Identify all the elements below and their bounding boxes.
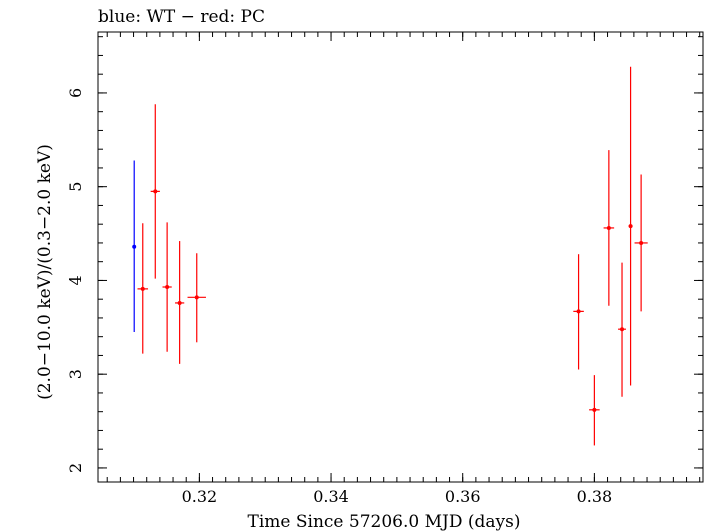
data-point: [618, 262, 626, 397]
data-point: [634, 174, 648, 312]
point-marker: [194, 295, 199, 300]
chart-title: blue: WT − red: PC: [98, 7, 265, 27]
point-marker: [153, 189, 158, 194]
point-marker: [639, 240, 644, 245]
y-tick-label: 5: [66, 182, 85, 192]
data-point: [150, 104, 160, 279]
point-marker: [576, 309, 581, 314]
y-axis-label: (2.0−10.0 keV)/(0.3−2.0 keV): [35, 144, 55, 400]
x-tick-label: 0.38: [577, 487, 613, 506]
data-point: [628, 66, 633, 386]
point-marker: [140, 286, 145, 291]
point-marker: [177, 300, 182, 305]
axis-ticks: 0.32 0.34 0.36 0.38 2 3 4 5 6: [66, 32, 703, 506]
x-tick-label: 0.32: [182, 487, 218, 506]
data-point: [603, 150, 615, 306]
plot-frame: [97, 31, 704, 483]
data-marks: [132, 66, 648, 446]
x-tick-label: 0.36: [445, 487, 481, 506]
point-marker: [628, 224, 633, 229]
x-tick-label: 0.34: [313, 487, 349, 506]
data-point: [162, 222, 172, 352]
point-marker: [620, 327, 625, 332]
data-point: [137, 223, 149, 354]
data-point: [589, 375, 600, 446]
data-point: [187, 253, 206, 343]
series-pc: [137, 66, 648, 446]
point-marker: [165, 285, 170, 289]
y-tick-label: 2: [66, 463, 85, 473]
point-marker: [606, 225, 611, 230]
y-tick-label: 6: [66, 88, 85, 98]
y-tick-label: 3: [66, 369, 85, 379]
series-wt: [132, 160, 137, 332]
data-point: [573, 254, 584, 370]
point-marker: [592, 407, 597, 412]
data-point: [132, 160, 137, 332]
data-point: [175, 241, 185, 364]
y-tick-label: 4: [66, 275, 85, 285]
point-marker: [132, 244, 137, 249]
x-axis-label: Time Since 57206.0 MJD (days): [248, 512, 521, 532]
